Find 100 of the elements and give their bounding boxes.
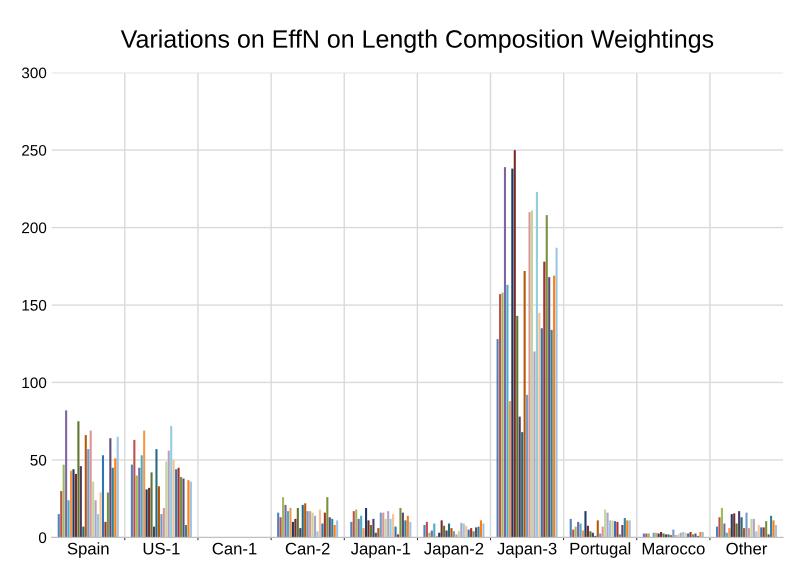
y-tick-label: 100 [22, 377, 46, 388]
bar [475, 527, 478, 538]
bar [104, 522, 106, 538]
bar [580, 523, 582, 538]
bar [409, 522, 412, 538]
bar [370, 525, 372, 538]
bar [65, 410, 68, 538]
bar [292, 522, 294, 538]
bar [745, 512, 748, 538]
bar [430, 530, 433, 538]
x-tick-label: Japan-1 [350, 542, 410, 558]
bar [774, 525, 778, 538]
bar [316, 531, 319, 538]
bar [460, 522, 462, 538]
bar [162, 508, 165, 538]
bar [106, 492, 109, 538]
x-tick-label: Spain [68, 542, 108, 558]
bar [306, 511, 309, 538]
bar [136, 475, 138, 538]
x-tick-label: Can-1 [212, 542, 256, 555]
bar [599, 534, 602, 538]
bar [499, 294, 502, 538]
bar [524, 270, 526, 538]
bar [60, 490, 62, 538]
y-tick-label: 300 [22, 67, 46, 78]
bar [760, 527, 762, 538]
bar [648, 534, 650, 538]
bar [160, 514, 162, 538]
bar [482, 523, 484, 538]
bar [516, 316, 518, 538]
bar [468, 530, 470, 538]
bar [90, 430, 92, 538]
x-tick-label: Japan-2 [424, 542, 484, 558]
bar [433, 523, 436, 538]
bar [399, 508, 402, 538]
bar [406, 516, 409, 538]
bar [730, 514, 733, 538]
bar [514, 150, 516, 538]
y-tick-label: 250 [22, 144, 46, 156]
y-tick-label: 150 [22, 300, 46, 311]
bar [294, 518, 296, 538]
bar [80, 466, 82, 538]
bar [628, 520, 631, 538]
bar [450, 528, 453, 538]
bar [762, 527, 765, 538]
bar [99, 492, 102, 538]
bar [621, 525, 624, 538]
bar [187, 480, 190, 538]
bar [504, 167, 506, 538]
bar [309, 511, 312, 538]
bar [526, 394, 528, 538]
bar [589, 531, 592, 538]
bar [472, 531, 475, 538]
bar [114, 458, 116, 538]
bar [596, 520, 599, 538]
bar [360, 516, 362, 538]
x-tick-label: Other [726, 542, 768, 555]
bar [392, 514, 394, 538]
y-tick-label: 0 [38, 532, 46, 544]
bar [465, 526, 468, 538]
bar [190, 482, 192, 538]
x-tick-label: Can-2 [286, 542, 330, 555]
bar [614, 521, 616, 538]
bar [165, 462, 168, 538]
bar [384, 518, 387, 538]
bar [286, 511, 290, 538]
bar [387, 511, 390, 538]
bar [367, 520, 370, 538]
bar [143, 430, 146, 538]
bar [394, 526, 397, 538]
bar [458, 531, 460, 538]
bar [758, 525, 760, 538]
bar [112, 468, 114, 538]
bar [748, 528, 750, 538]
bar [680, 532, 682, 538]
bar [352, 511, 355, 538]
bar [518, 416, 521, 538]
bar [168, 450, 170, 538]
bar [377, 528, 380, 538]
bar [738, 511, 740, 538]
bar [282, 497, 284, 538]
bar [496, 339, 499, 538]
bar [584, 511, 587, 538]
bar [304, 503, 306, 538]
bar [470, 528, 472, 538]
bar [84, 435, 87, 538]
bar [720, 508, 723, 538]
bar [423, 525, 426, 538]
bar [582, 530, 584, 538]
bar [382, 512, 384, 538]
y-tick-label: 50 [30, 454, 46, 466]
bar [133, 440, 136, 538]
bar [312, 512, 314, 538]
bar [480, 520, 482, 538]
bar [365, 508, 368, 538]
bar [58, 514, 60, 538]
x-tick-label: Portugal [570, 542, 630, 558]
bar [508, 401, 511, 538]
bar [548, 277, 550, 538]
bar [574, 526, 577, 538]
